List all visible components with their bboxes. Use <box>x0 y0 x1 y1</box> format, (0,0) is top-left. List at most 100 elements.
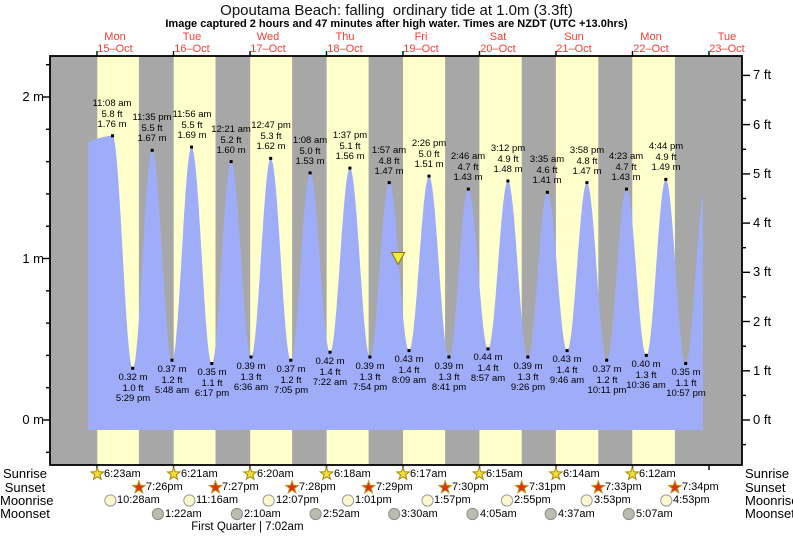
right-axis-label: 1 ft <box>753 363 772 378</box>
right-axis-label: 3 ft <box>753 264 772 279</box>
annotation-line: 8:41 pm <box>431 382 467 393</box>
low-tide-annotation: 0.39 m 1.3 ft 7:54 pm <box>338 361 402 394</box>
day-date: 22–Oct <box>633 43 669 55</box>
annotation-line: 4.8 ft <box>378 155 400 167</box>
moonrise-time: 1:01pm <box>355 494 392 506</box>
high-tide-annotation: 2:46 am 4.7 ft 1.43 m <box>436 151 500 184</box>
sunset-star-icon <box>437 479 453 494</box>
sunset-star-icon <box>590 479 607 494</box>
sunrise-star-icon <box>548 465 564 481</box>
annotation-line: 9:46 am <box>549 375 585 386</box>
tide-event-dot <box>249 355 253 359</box>
day-date: 21–Oct <box>556 43 592 55</box>
annotation-line: 0.39 m <box>355 361 385 372</box>
annotation-line: 2:46 am <box>450 151 486 162</box>
annotation-line: 5.5 ft <box>181 119 203 131</box>
row-label-right-moonrise: Moonrise <box>745 493 793 508</box>
moonset-moon-icon <box>230 507 243 521</box>
annotation-line: 8:09 am <box>391 375 427 386</box>
annotation-line: 1.60 m <box>216 145 246 156</box>
day-label: Mon 15–Oct <box>77 31 153 55</box>
right-axis-label: 4 ft <box>753 215 772 230</box>
annotation-line: 4.9 ft <box>655 151 677 163</box>
day-date: 18–Oct <box>327 43 363 55</box>
sunrise-time: 6:12am <box>639 468 676 480</box>
moonset-time: 1:22am <box>165 508 202 520</box>
day-name: Mon <box>640 31 662 43</box>
annotation-line: 5:29 pm <box>115 393 151 404</box>
annotation-line: 3:58 pm <box>569 145 605 156</box>
sunrise-star-icon <box>395 465 411 481</box>
annotation-line: 1.76 m <box>97 119 127 130</box>
high-tide-annotation: 12:21 am 5.2 ft 1.60 m <box>199 124 263 157</box>
tide-event-dot <box>111 134 114 138</box>
annotation-line: 0.35 m <box>197 367 227 378</box>
annotation-line: 10:36 am <box>626 380 666 391</box>
annotation-line: 1.51 m <box>414 159 444 170</box>
sunset-star-icon <box>667 479 683 494</box>
annotation-line: 1.56 m <box>335 151 365 162</box>
sunrise-time: 6:23am <box>104 468 141 480</box>
tide-event-dot <box>289 358 293 362</box>
sunrise-time: 6:18am <box>334 468 371 480</box>
annotation-line: 1.62 m <box>256 141 286 152</box>
high-tide-annotation: 11:35 pm 5.5 ft 1.67 m <box>120 112 184 145</box>
high-tide-annotation: 1:37 pm 5.1 ft 1.56 m <box>318 130 382 163</box>
sunset-star-icon <box>131 479 147 494</box>
sunset-time: 7:29pm <box>376 481 413 493</box>
annotation-line: 4.7 ft <box>615 161 637 173</box>
high-tide-annotation: 1:57 am 4.8 ft 1.47 m <box>357 145 421 178</box>
row-label-left-moonset: Moonset <box>0 506 50 521</box>
tide-event-dot <box>308 171 312 175</box>
annotation-line: 5.8 ft <box>101 108 123 120</box>
left-axis-label: 1 m <box>22 251 44 266</box>
sunrise-time: 6:15am <box>486 468 523 480</box>
annotation-line: 12:21 am <box>211 124 251 135</box>
right-axis-label: 6 ft <box>753 117 772 132</box>
low-tide-annotation: 0.43 m 1.4 ft 9:46 am <box>535 354 599 387</box>
annotation-line: 0.37 m <box>157 364 187 375</box>
moonrise-time: 1:57pm <box>434 494 471 506</box>
low-tide-annotation: 0.37 m 1.2 ft 7:05 pm <box>259 364 323 397</box>
sunrise-time: 6:20am <box>257 468 294 480</box>
day-date: 23–Oct <box>709 43 745 55</box>
annotation-line: 1.4 ft <box>319 366 341 378</box>
tide-event-dot <box>585 181 589 185</box>
sunset-star-icon <box>513 479 530 494</box>
annotation-line: 1.48 m <box>493 164 523 175</box>
low-tide-annotation: 0.39 m 1.3 ft 6:36 am <box>219 361 283 394</box>
annotation-line: 5.2 ft <box>220 134 242 146</box>
sunset-time: 7:28pm <box>299 481 336 493</box>
annotation-line: 6:36 am <box>233 382 269 393</box>
row-label-left-sunset: Sunset <box>4 480 46 495</box>
low-tide-annotation: 0.39 m 1.3 ft 8:41 pm <box>417 361 481 394</box>
tide-event-dot <box>170 358 174 362</box>
high-tide-annotation: 11:08 am 5.8 ft 1.76 m <box>80 98 144 131</box>
moonrise-moon-icon <box>262 494 275 507</box>
right-axis-label: 0 ft <box>753 412 772 427</box>
moonrise-moon-icon <box>421 494 434 507</box>
annotation-line: 6:17 pm <box>194 388 230 399</box>
annotation-line: 5.3 ft <box>260 130 282 142</box>
annotation-line: 0.39 m <box>513 361 543 372</box>
annotation-line: 0.37 m <box>592 364 622 375</box>
annotation-line: 1.47 m <box>572 166 602 177</box>
sunrise-star-icon <box>318 465 335 481</box>
right-axis-label: 7 ft <box>753 67 772 82</box>
annotation-line: 0.37 m <box>276 364 306 375</box>
annotation-line: 0.39 m <box>434 361 464 372</box>
sunset-star-icon <box>284 479 300 494</box>
sunset-star-icon <box>360 479 377 494</box>
tide-event-dot <box>605 358 609 362</box>
moonset-moon-icon <box>466 507 479 521</box>
annotation-line: 1.53 m <box>295 156 325 167</box>
low-tide-annotation: 0.37 m 1.2 ft 10:11 pm <box>575 364 639 397</box>
day-name: Mon <box>104 31 126 43</box>
moonset-moon-icon <box>622 507 635 521</box>
annotation-line: 0.39 m <box>236 361 266 372</box>
annotation-line: 0.42 m <box>315 356 345 367</box>
moonset-moon-icon <box>151 507 164 521</box>
tide-event-dot <box>565 349 569 353</box>
tide-event-dot <box>625 187 628 191</box>
annotation-line: 7:05 pm <box>273 385 309 396</box>
